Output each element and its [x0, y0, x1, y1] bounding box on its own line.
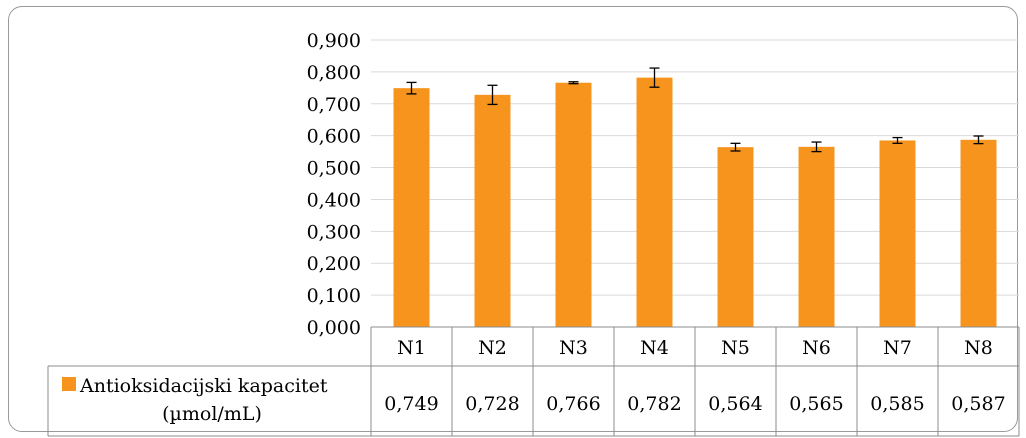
bar — [636, 77, 673, 327]
data-value-label: 0,587 — [951, 393, 1005, 415]
category-label: N6 — [802, 337, 831, 359]
bar — [879, 140, 916, 327]
category-label: N2 — [478, 337, 507, 359]
category-label: N5 — [721, 337, 750, 359]
y-tick-label: 0,600 — [307, 126, 361, 148]
legend-label-line1: Antioksidacijski kapacitet — [79, 375, 328, 397]
error-bar — [568, 81, 579, 85]
data-value-label: 0,766 — [546, 393, 600, 415]
data-value-label: 0,564 — [708, 393, 762, 415]
y-tick-label: 0,700 — [307, 94, 361, 116]
error-bar — [487, 84, 498, 106]
bar — [555, 82, 592, 327]
y-tick-label: 0,500 — [307, 158, 361, 180]
bar — [798, 146, 835, 327]
error-bar — [811, 141, 822, 153]
category-label: N4 — [640, 337, 669, 359]
data-value-label: 0,782 — [627, 393, 681, 415]
bar — [717, 147, 754, 327]
data-value-label: 0,728 — [465, 393, 519, 415]
data-table: N1 0,749 N2 0,728 N3 0,766 N4 0,782 N5 0,564 N6 0,5… — [47, 326, 1020, 437]
legend-label-line2: (µmol/mL) — [162, 403, 262, 425]
error-bar — [406, 81, 417, 95]
bar — [393, 88, 430, 327]
y-tick-label: 0,800 — [307, 62, 361, 84]
category-label: N8 — [964, 337, 993, 359]
bars — [393, 77, 997, 327]
legend-key-swatch — [62, 377, 76, 391]
y-axis-ticks: 0,000 0,100 0,200 0,300 0,400 0,500 0,600 0,700… — [307, 30, 361, 339]
y-tick-label: 0,200 — [307, 253, 361, 275]
y-tick-label: 0,300 — [307, 221, 361, 243]
category-label: N1 — [397, 337, 426, 359]
category-label: N7 — [883, 337, 912, 359]
data-value-label: 0,585 — [870, 393, 924, 415]
gridlines — [371, 39, 1019, 296]
data-value-label: 0,749 — [384, 393, 438, 415]
bar — [960, 139, 997, 327]
error-bar — [973, 135, 984, 145]
error-bars — [406, 67, 984, 153]
error-bar — [730, 142, 741, 152]
data-value-label: 0,565 — [789, 393, 843, 415]
category-label: N3 — [559, 337, 588, 359]
bar — [474, 94, 511, 327]
y-tick-label: 0,900 — [307, 30, 361, 52]
y-tick-label: 0,100 — [307, 285, 361, 307]
y-tick-label: 0,000 — [307, 317, 361, 339]
error-bar — [892, 136, 903, 144]
chart-frame — [8, 6, 1018, 432]
error-bar — [649, 67, 660, 88]
y-tick-label: 0,400 — [307, 189, 361, 211]
